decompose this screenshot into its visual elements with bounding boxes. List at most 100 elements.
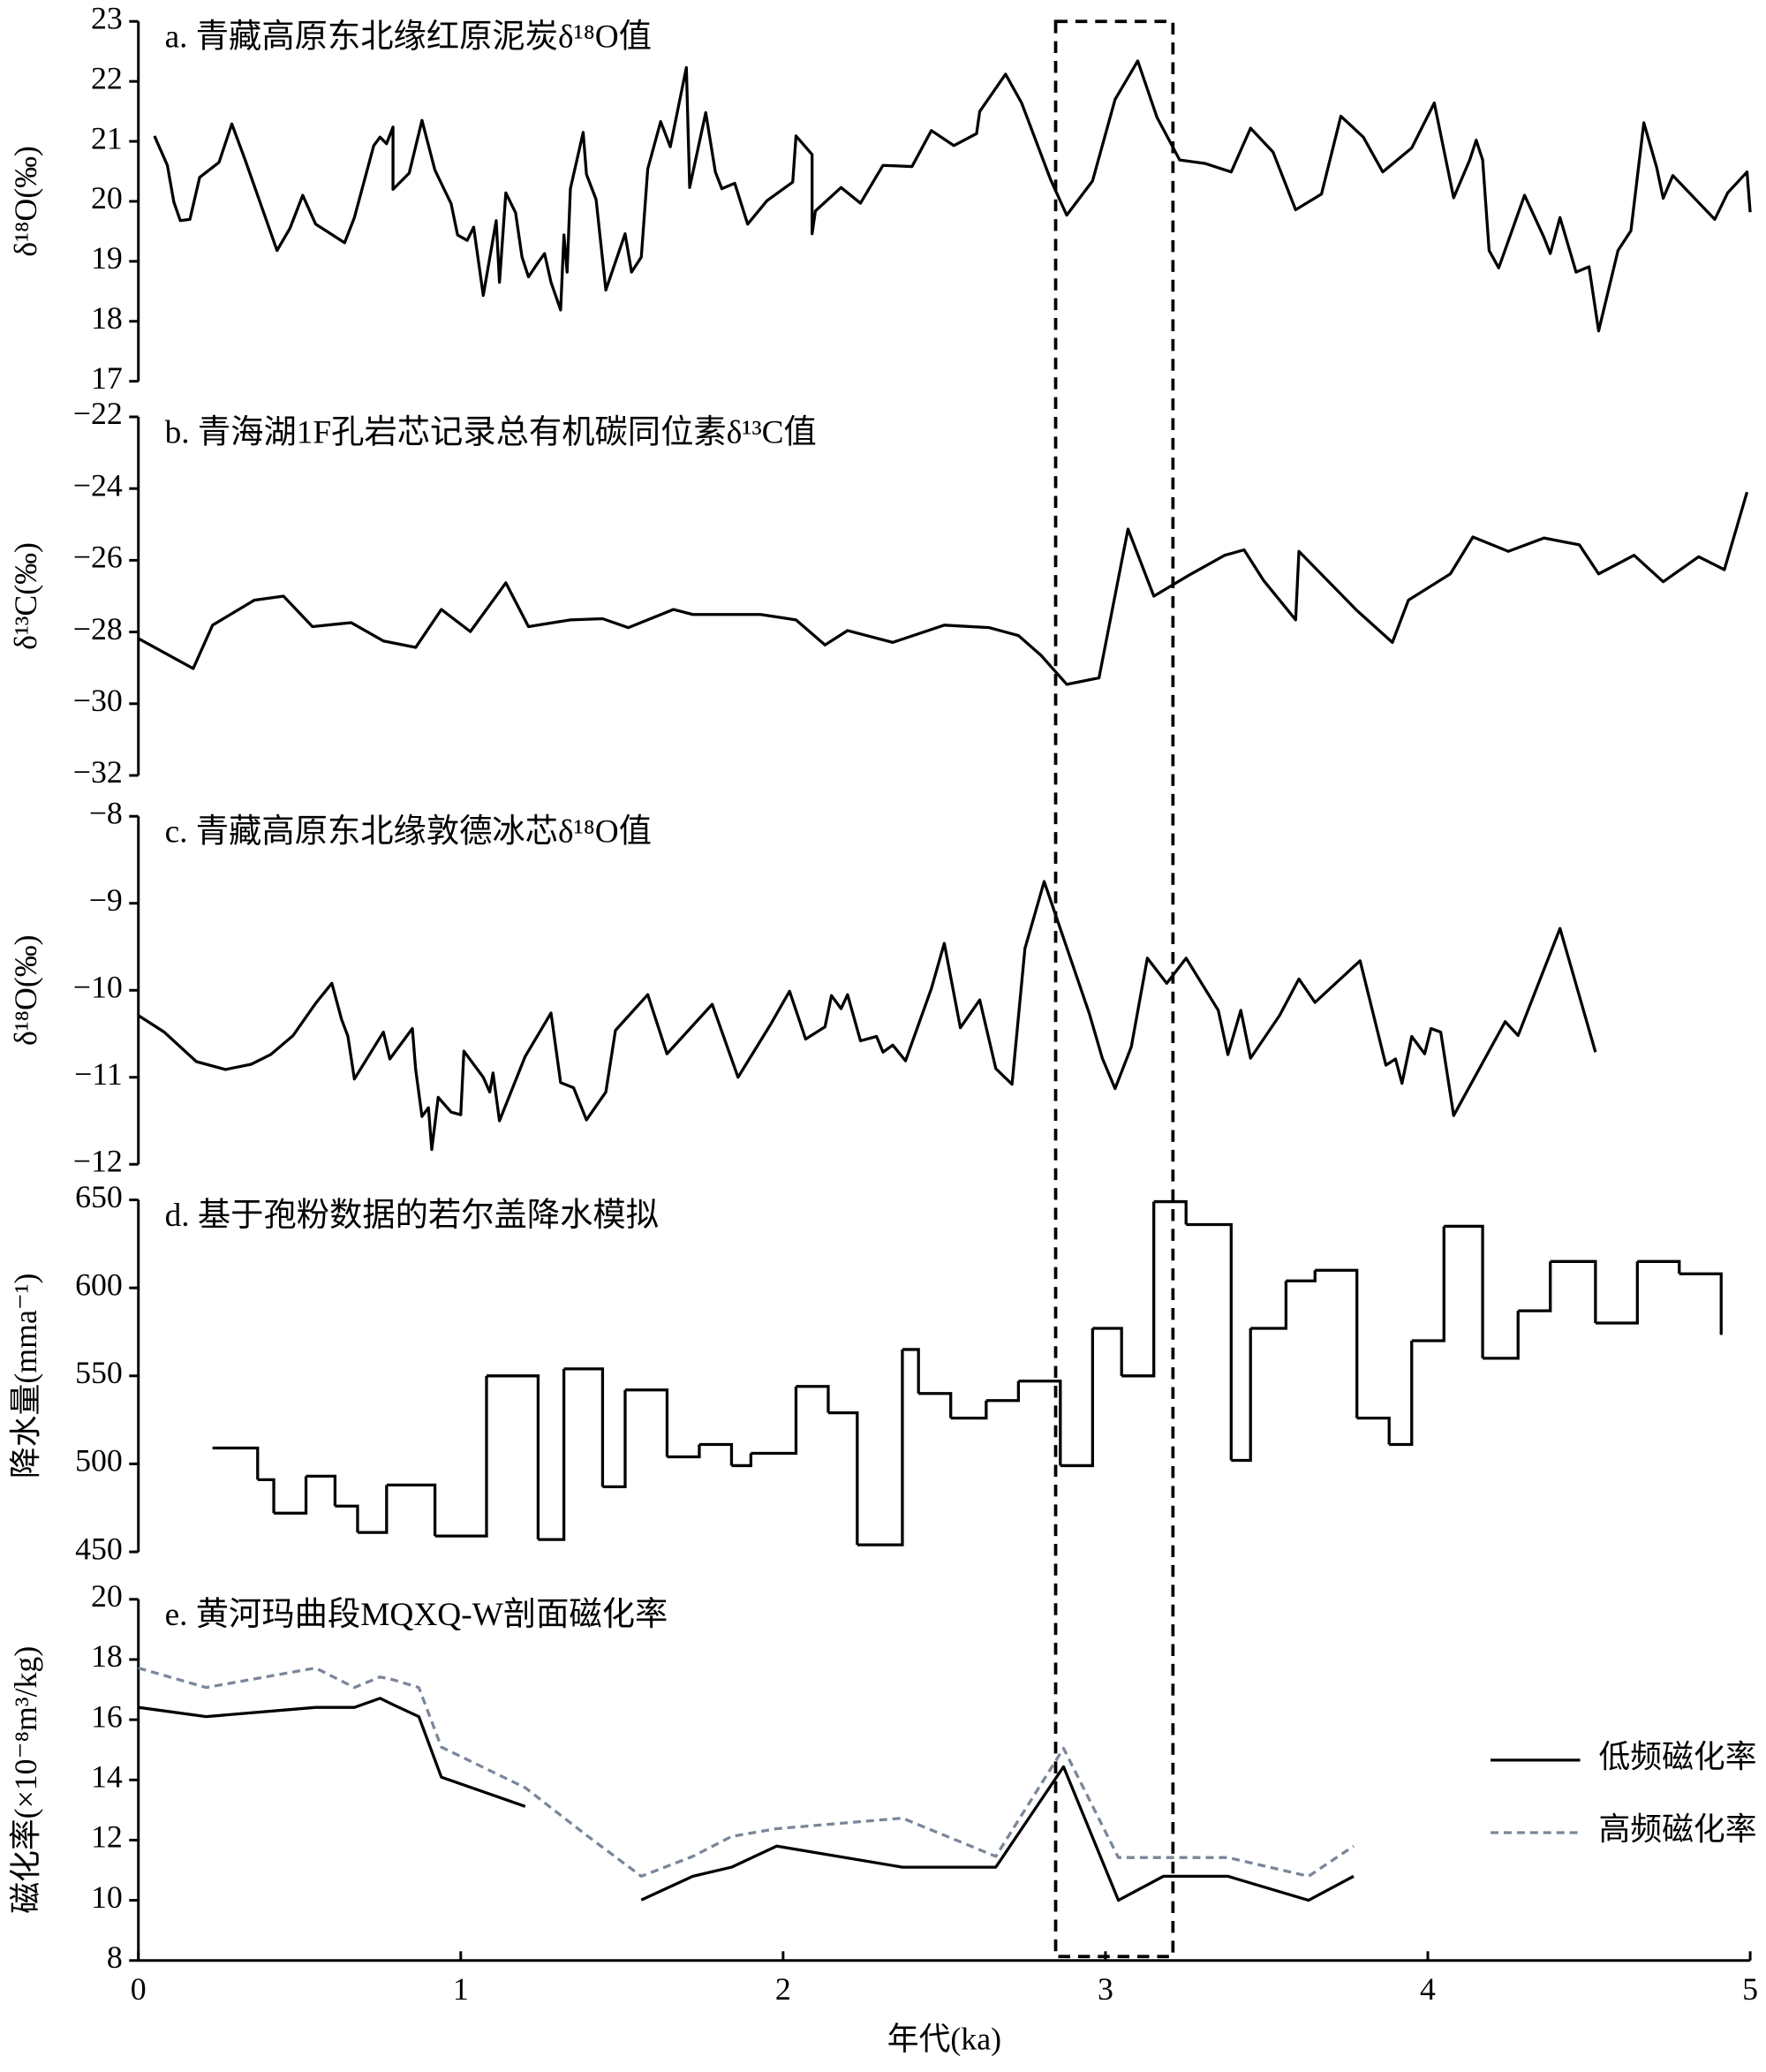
y-tick-label: 14 xyxy=(91,1758,123,1794)
data-line xyxy=(153,59,1752,333)
y-tick-label: 16 xyxy=(91,1698,123,1734)
step-segment xyxy=(538,1368,566,1541)
y-tick-label: 550 xyxy=(75,1355,123,1390)
step-segment xyxy=(751,1386,798,1456)
step-segment xyxy=(602,1389,627,1488)
step-segment xyxy=(1250,1281,1288,1330)
step-segment xyxy=(1153,1199,1188,1225)
x-tick-label: 5 xyxy=(1742,1971,1758,2007)
step-segment xyxy=(257,1478,275,1514)
y-tick-label: 17 xyxy=(91,360,123,396)
step-segment xyxy=(857,1349,904,1546)
y-tick-label: −30 xyxy=(73,683,123,718)
step-segment xyxy=(698,1442,734,1466)
y-tick-label: −32 xyxy=(73,754,123,790)
x-tick-label: 3 xyxy=(1098,1971,1113,2007)
step-segment xyxy=(902,1348,920,1394)
y-tick-label: 12 xyxy=(91,1819,123,1855)
step-segment xyxy=(1518,1261,1552,1312)
y-axis-label: δ¹³C(‰) xyxy=(8,542,43,650)
step-segment xyxy=(1060,1328,1094,1468)
series-line xyxy=(138,1666,1355,1879)
y-tick-label: 8 xyxy=(107,1940,123,1975)
series-line xyxy=(138,1697,1355,1902)
panel-title: a. 青藏高原东北缘红原泥炭δ¹⁸O值 xyxy=(165,19,652,56)
step-segment xyxy=(357,1485,389,1534)
y-tick-label: 450 xyxy=(75,1531,123,1566)
step-segment xyxy=(1286,1270,1317,1282)
y-tick-label: −28 xyxy=(73,611,123,647)
step-segment xyxy=(274,1476,308,1515)
y-tick-label: −8 xyxy=(89,795,123,830)
step-segment xyxy=(918,1392,953,1418)
y-axis-label: δ¹⁸O(‰) xyxy=(8,146,43,257)
step-segment xyxy=(563,1367,605,1487)
step-segment xyxy=(1121,1201,1156,1378)
step-segment xyxy=(1018,1380,1062,1466)
panel-title: e. 黄河玛曲段MQXQ-W剖面磁化率 xyxy=(165,1596,668,1633)
step-segment xyxy=(827,1411,859,1546)
x-tick-label: 2 xyxy=(775,1971,791,2007)
data-line xyxy=(137,491,1749,686)
step-segment xyxy=(985,1380,1021,1403)
y-tick-label: −9 xyxy=(89,882,123,918)
y-tick-label: 19 xyxy=(91,240,123,276)
x-tick-label: 1 xyxy=(453,1971,469,2007)
step-segment xyxy=(1444,1224,1484,1358)
step-segment xyxy=(624,1388,669,1457)
y-tick-label: 23 xyxy=(91,0,123,35)
y-tick-label: 21 xyxy=(91,120,123,155)
step-segment xyxy=(950,1400,988,1420)
y-axis-label: δ¹⁸O(‰) xyxy=(8,934,43,1046)
step-segment xyxy=(667,1444,701,1459)
step-segment xyxy=(434,1375,488,1538)
y-tick-label: 10 xyxy=(91,1879,123,1915)
y-tick-label: −11 xyxy=(74,1056,123,1092)
legend-label: 高频磁化率 xyxy=(1598,1811,1756,1847)
y-axis-label: 降水量(mma⁻¹) xyxy=(8,1274,43,1479)
step-end xyxy=(1719,1332,1723,1335)
step-segment xyxy=(1550,1259,1597,1324)
panel-title: b. 青海湖1F孔岩芯记录总有机碳同位素δ¹³C值 xyxy=(165,413,817,450)
x-tick-label: 4 xyxy=(1420,1971,1436,2007)
step-segment xyxy=(1186,1222,1233,1461)
x-axis-label: 年代(ka) xyxy=(887,2022,1001,2057)
step-segment xyxy=(1356,1416,1391,1445)
y-tick-label: 600 xyxy=(75,1267,123,1302)
step-segment xyxy=(386,1483,437,1537)
y-tick-label: 18 xyxy=(91,300,123,336)
x-tick-label: 0 xyxy=(131,1971,147,2007)
legend-label: 低频磁化率 xyxy=(1598,1739,1756,1774)
y-tick-label: 20 xyxy=(91,180,123,216)
step-segment xyxy=(1679,1272,1723,1334)
y-tick-label: −22 xyxy=(73,396,123,431)
panel-title: c. 青藏高原东北缘敦德冰芯δ¹⁸O值 xyxy=(165,813,652,851)
step-segment xyxy=(306,1474,337,1507)
y-axis-label: 磁化率(×10⁻⁸m³/kg) xyxy=(8,1646,43,1914)
step-segment xyxy=(212,1446,260,1480)
step-segment xyxy=(1595,1261,1639,1325)
y-tick-label: −12 xyxy=(73,1143,123,1178)
y-tick-label: −24 xyxy=(73,467,123,503)
step-segment xyxy=(1637,1259,1681,1274)
step-segment xyxy=(731,1453,753,1468)
y-tick-label: −10 xyxy=(73,969,123,1004)
data-line xyxy=(137,880,1597,1152)
y-tick-label: 650 xyxy=(75,1179,123,1214)
y-tick-label: 18 xyxy=(91,1638,123,1674)
y-tick-label: −26 xyxy=(73,540,123,575)
highlight-box xyxy=(1053,19,1175,1959)
step-segment xyxy=(335,1504,359,1533)
step-segment xyxy=(1315,1268,1359,1418)
step-segment xyxy=(1411,1226,1445,1342)
y-tick-label: 22 xyxy=(91,60,123,95)
step-segment xyxy=(796,1385,830,1413)
y-tick-label: 500 xyxy=(75,1443,123,1478)
step-segment xyxy=(1092,1327,1123,1376)
step-segment xyxy=(486,1374,540,1540)
panel-title: d. 基于孢粉数据的若尔盖降水模拟 xyxy=(165,1197,659,1234)
y-tick-label: 20 xyxy=(91,1578,123,1614)
step-segment xyxy=(1483,1311,1520,1360)
